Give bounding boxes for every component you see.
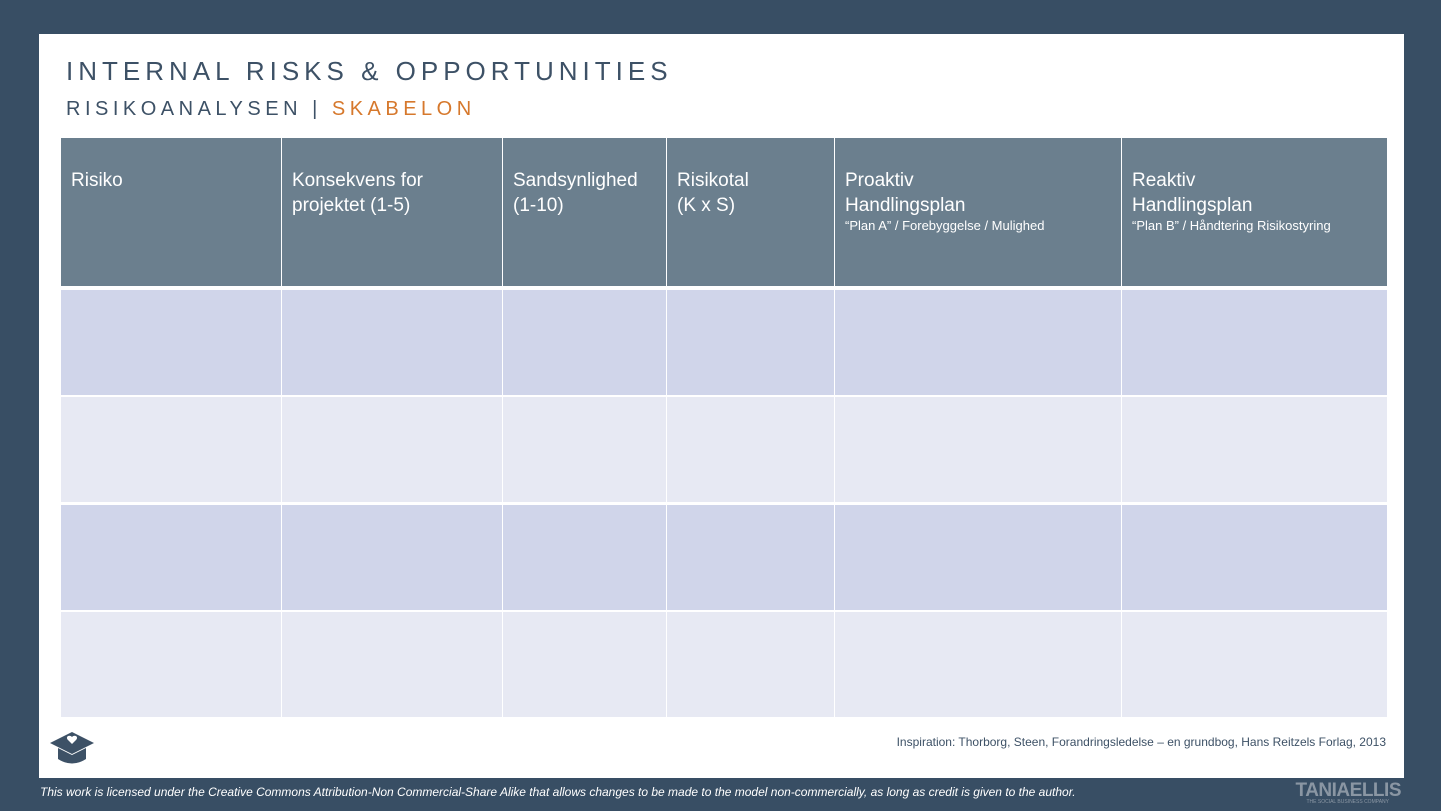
header-line: projektet (1-5) — [292, 195, 411, 216]
column-header: Proaktiv Handlingsplan “Plan A” / Forebygg… — [835, 138, 1121, 286]
column-header: Konsekvens for projektet (1-5) — [282, 138, 502, 286]
table-cell — [61, 505, 281, 610]
title: INTERNAL RISKS & OPPORTUNITIES — [66, 56, 673, 86]
header-line: Sandsynlighed — [513, 170, 638, 191]
table-cell — [835, 505, 1121, 610]
table-cell — [835, 612, 1121, 717]
header-line: Risikotal — [677, 170, 749, 191]
table-cell — [503, 505, 666, 610]
header-line: Proaktiv — [845, 170, 914, 191]
header-line: Konsekvens for — [292, 170, 423, 191]
header-line: (K x S) — [677, 195, 736, 216]
table-cell — [503, 290, 666, 395]
table-cell — [282, 397, 502, 502]
table-cell — [1122, 505, 1387, 610]
column-header: Risiko — [61, 138, 281, 286]
table-cell — [503, 397, 666, 502]
column-header: Risikotal (K x S) — [667, 138, 834, 286]
subtitle-main: RISIKOANALYSEN — [66, 98, 303, 120]
header-note: “Plan B” / Håndtering Risikostyring — [1132, 218, 1331, 233]
table-cell — [61, 397, 281, 502]
slide: INTERNAL RISKS & OPPORTUNITIES RISIKOANA… — [39, 34, 1404, 778]
header-line: (1-10) — [513, 195, 564, 216]
column-header: Reaktiv Handlingsplan “Plan B” / Håndterin… — [1122, 138, 1387, 286]
cap-icon — [50, 732, 94, 764]
table-cell — [1122, 290, 1387, 395]
table-cell — [667, 505, 834, 610]
subtitle: RISIKOANALYSEN | SKABELON — [66, 98, 476, 121]
table-cell — [1122, 397, 1387, 502]
column-header: Sandsynlighed (1-10) — [503, 138, 666, 286]
table-cell — [667, 290, 834, 395]
header-note: “Plan A” / Forebyggelse / Mulighed — [845, 218, 1045, 233]
subtitle-accent: SKABELON — [331, 98, 476, 120]
table-cell — [282, 612, 502, 717]
license: This work is licensed under the Creative… — [40, 785, 1076, 799]
logo: TANIAELLIS — [1295, 780, 1402, 801]
separator: | — [312, 98, 322, 120]
header-line: Reaktiv — [1132, 170, 1196, 191]
table-cell — [61, 612, 281, 717]
table-cell — [667, 397, 834, 502]
table-cell — [1122, 612, 1387, 717]
table-cell — [667, 612, 834, 717]
table-cell — [282, 505, 502, 610]
table-cell — [835, 290, 1121, 395]
logo-tagline: THE SOCIAL BUSINESS COMPANY — [1306, 799, 1389, 805]
table-cell — [503, 612, 666, 717]
header-line: Handlingsplan — [845, 195, 966, 216]
table-cell — [282, 290, 502, 395]
table-cell — [61, 290, 281, 395]
inspiration: Inspiration: Thorborg, Steen, Forandring… — [896, 735, 1386, 749]
header-line: Risiko — [71, 170, 123, 191]
header-line: Handlingsplan — [1132, 195, 1253, 216]
table-cell — [835, 397, 1121, 502]
